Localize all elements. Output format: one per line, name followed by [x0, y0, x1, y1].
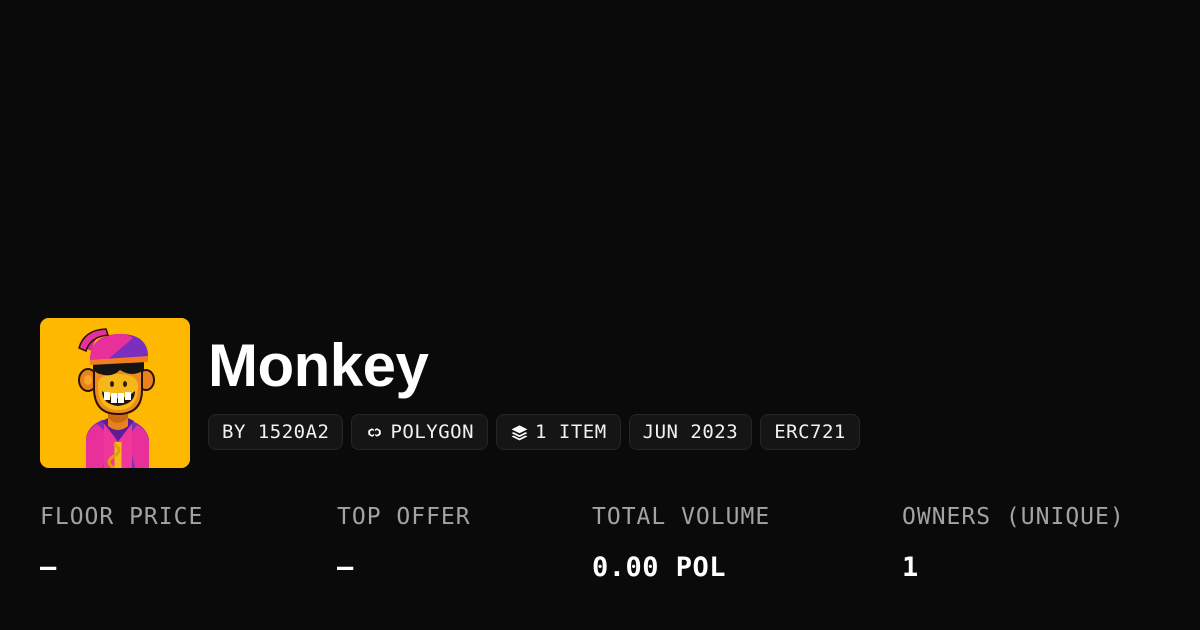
stat-floor-price-label: FLOOR PRICE [40, 504, 204, 530]
badge-chain-label: POLYGON [390, 421, 475, 443]
stat-floor-price: FLOOR PRICE – [40, 504, 337, 583]
polygon-icon [365, 423, 384, 442]
badge-token-standard-label: ERC721 [774, 421, 846, 443]
badge-created-date-label: JUN 2023 [642, 421, 739, 443]
stat-total-volume-label: TOTAL VOLUME [592, 504, 771, 530]
stat-owners-unique: OWNERS (UNIQUE) 1 [902, 504, 1160, 583]
stat-total-volume-value: 0.00 POL [592, 552, 727, 583]
badge-chain-polygon[interactable]: POLYGON [351, 414, 489, 450]
collection-info: Monkey BY 1520A2 POLYGON [208, 318, 860, 450]
layers-icon [510, 423, 529, 442]
badge-item-count[interactable]: 1 ITEM [496, 414, 621, 450]
stat-top-offer-label: TOP OFFER [337, 504, 471, 530]
monkey-nft-artwork [40, 318, 190, 468]
badge-creator[interactable]: BY 1520A2 [208, 414, 344, 450]
badge-token-standard[interactable]: ERC721 [760, 414, 860, 450]
stat-top-offer: TOP OFFER – [337, 504, 592, 583]
stat-owners-unique-value: 1 [902, 552, 919, 583]
stat-floor-price-value: – [40, 552, 57, 583]
collection-stats: FLOOR PRICE – TOP OFFER – TOTAL VOLUME 0… [40, 504, 1160, 583]
collection-hero: Monkey BY 1520A2 POLYGON [40, 318, 860, 468]
stat-owners-unique-label: OWNERS (UNIQUE) [902, 504, 1125, 530]
stat-total-volume: TOTAL VOLUME 0.00 POL [592, 504, 902, 583]
collection-badge-row: BY 1520A2 POLYGON [208, 414, 860, 450]
collection-avatar[interactable] [40, 318, 190, 468]
collection-title: Monkey [208, 332, 429, 399]
badge-creator-label: BY 1520A2 [222, 421, 330, 443]
badge-created-date[interactable]: JUN 2023 [628, 414, 753, 450]
stat-top-offer-value: – [337, 552, 354, 583]
badge-item-count-label: 1 ITEM [535, 421, 607, 443]
